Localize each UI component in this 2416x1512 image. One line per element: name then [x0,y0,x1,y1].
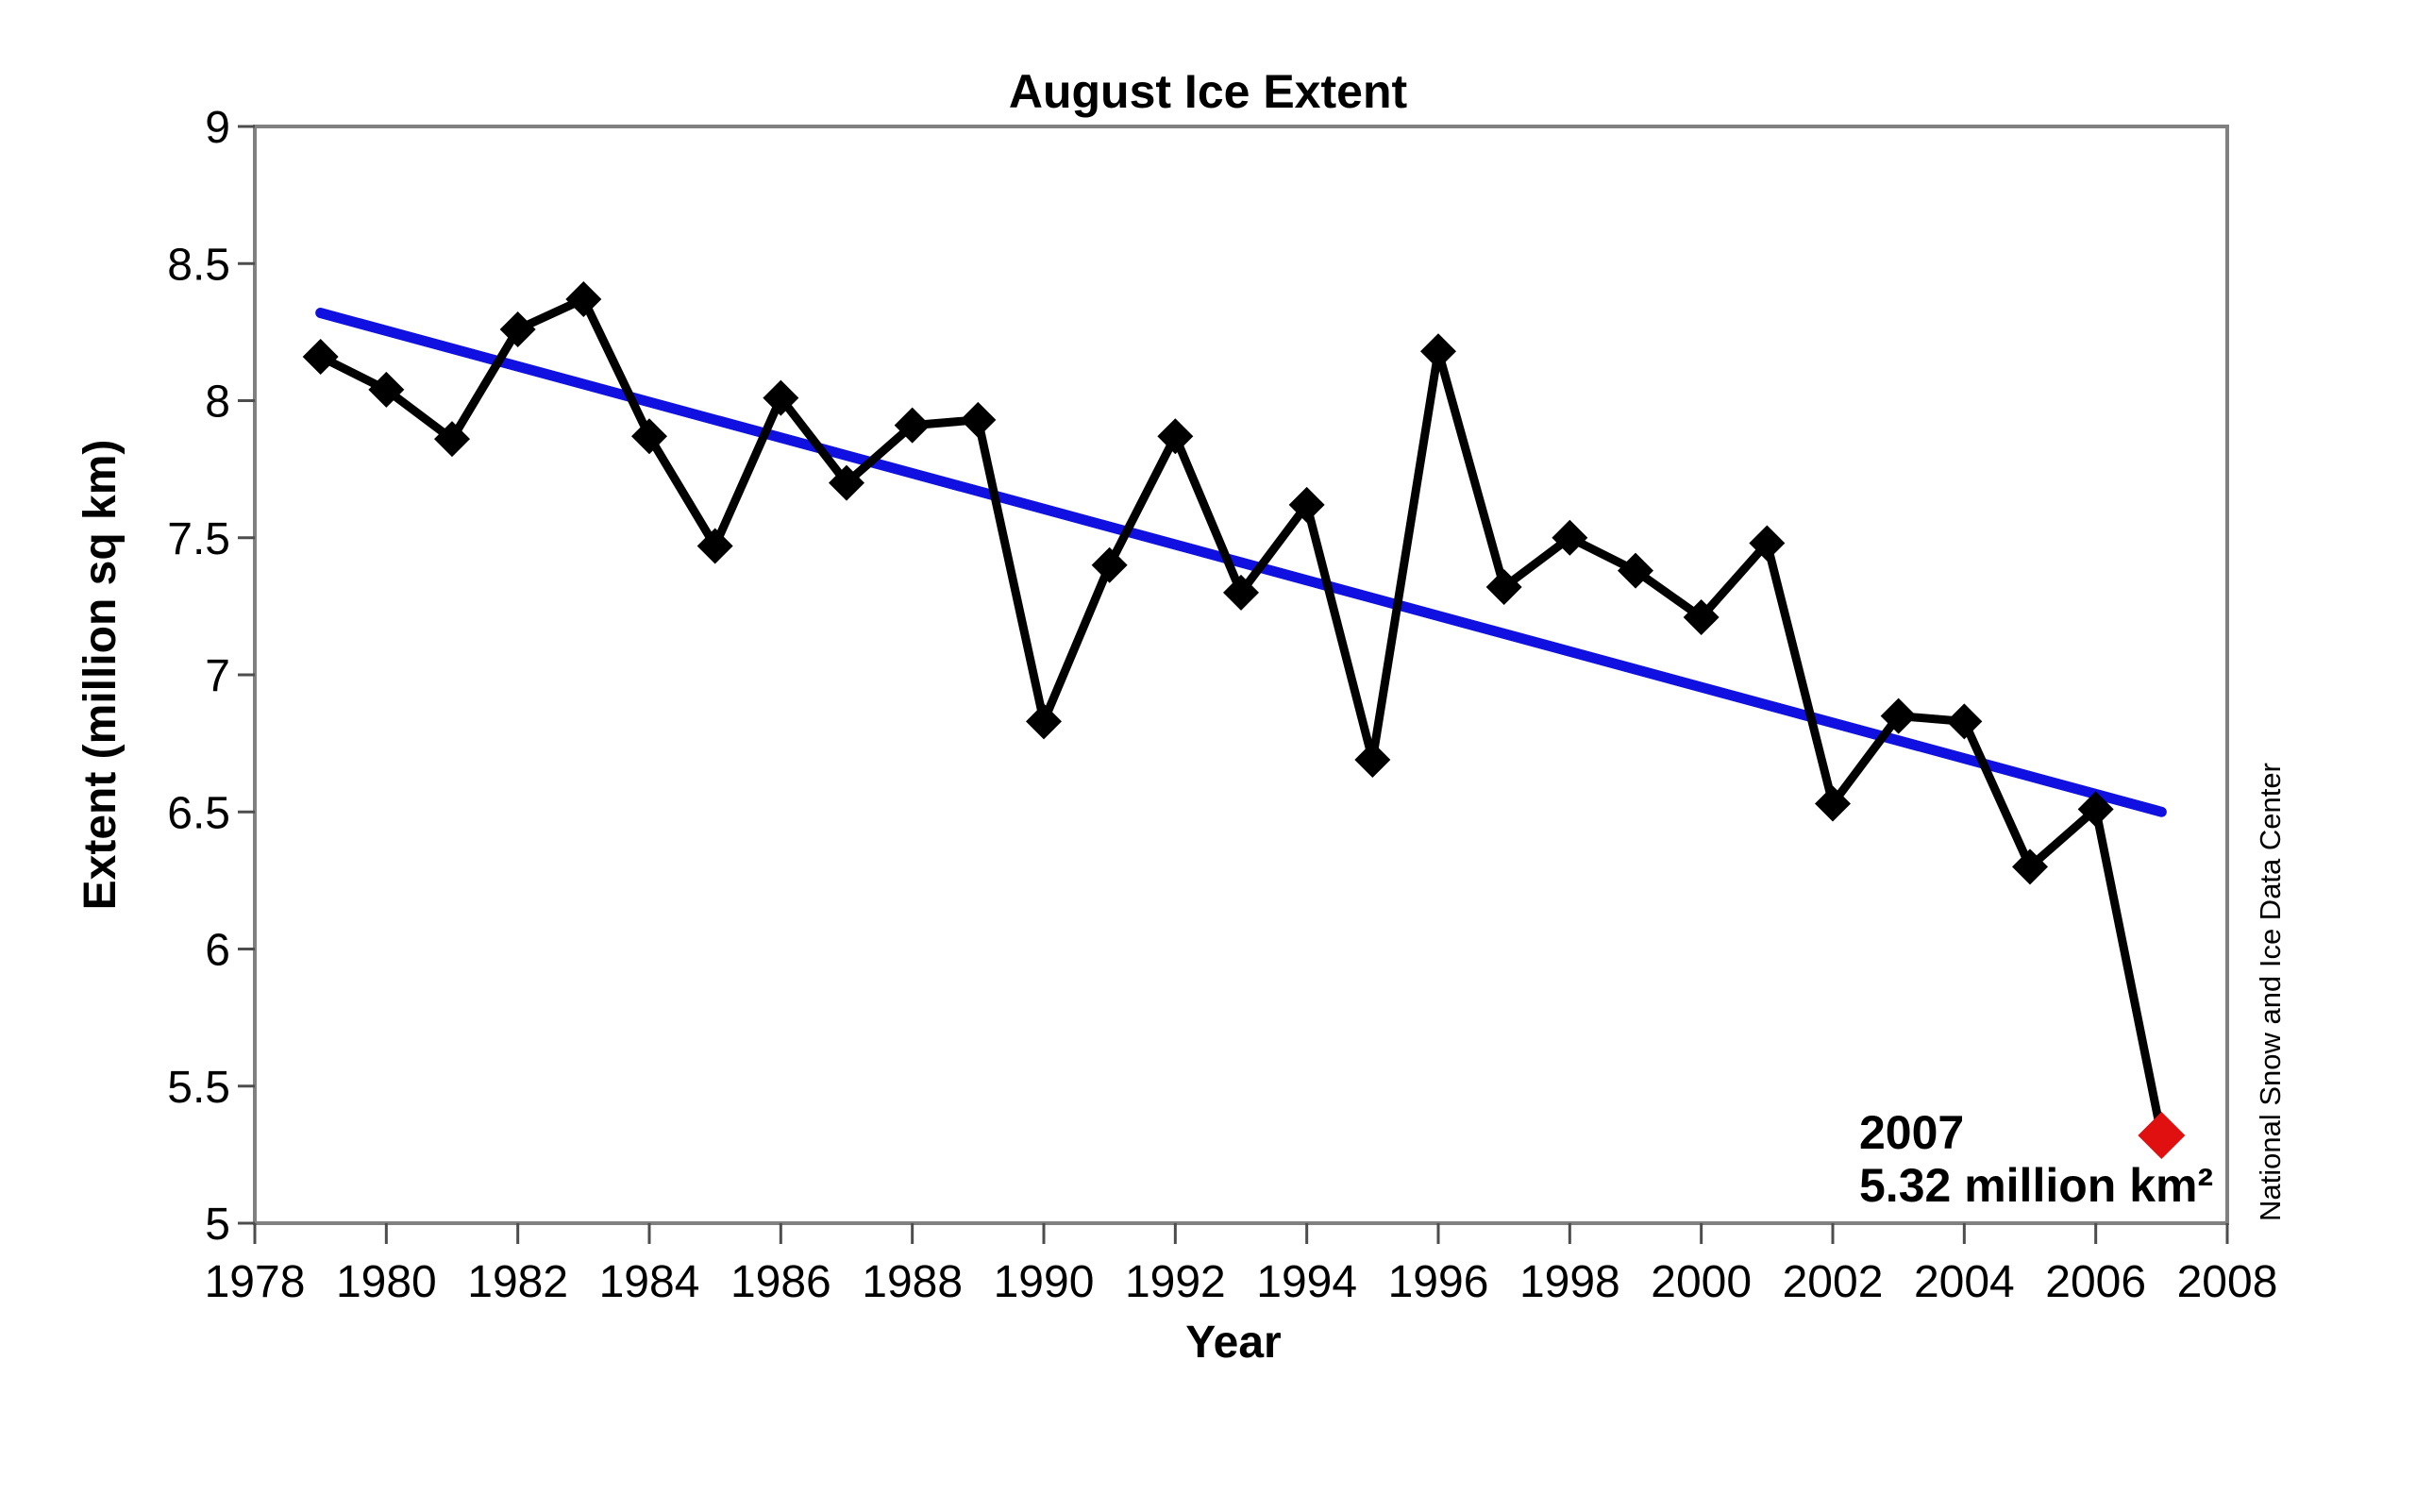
y-tick-label: 7.5 [167,514,230,564]
x-tick-label: 1982 [467,1257,568,1307]
data-point-marker [499,311,536,347]
data-point-marker [631,418,667,455]
data-point-marker [1026,703,1062,740]
y-tick-label: 8 [205,378,230,428]
data-point-marker [368,371,405,408]
data-point-marker [1157,418,1194,455]
data-point-marker [1223,574,1259,611]
data-point-marker [1815,785,1851,822]
x-tick-label: 1994 [1256,1257,1357,1307]
data-point-marker [1618,552,1653,589]
data-point-marker [1946,703,1983,740]
y-tick-label: 7 [205,651,230,701]
data-point-marker [1552,519,1588,556]
x-tick-label: 2000 [1651,1257,1752,1307]
y-tick-label: 6.5 [167,788,230,838]
x-tick-label: 1998 [1519,1257,1620,1307]
y-tick-label: 6 [205,926,230,976]
data-point-marker [434,421,470,458]
x-axis-title: Year [1185,1318,1281,1368]
plot-area [253,125,2229,1225]
x-tick-label: 1990 [994,1257,1095,1307]
x-tick-label: 1992 [1125,1257,1226,1307]
data-point-marker [763,379,799,416]
y-axis-title: Extent (million sq km) [76,440,126,911]
data-point-marker [1354,742,1391,779]
x-tick-label: 1980 [336,1257,437,1307]
x-tick-label: 1984 [599,1257,700,1307]
data-point-marker [565,281,602,318]
data-point-marker [2077,791,2114,828]
data-point-marker [894,407,931,444]
data-point-marker [2012,848,2048,885]
annotation-value: 5.32 million km² [1859,1159,2213,1212]
x-tick-label: 1978 [205,1257,306,1307]
y-tick-label: 5.5 [167,1063,230,1113]
chart-title: August Ice Extent [1009,65,1408,118]
data-point-marker [1091,546,1128,583]
data-point-marker [1420,333,1456,370]
y-tick-label: 5 [205,1200,230,1250]
x-tick-label: 1996 [1388,1257,1489,1307]
record-low-marker [2138,1112,2186,1160]
data-point-marker [1288,486,1325,523]
data-point-marker [302,339,339,376]
data-point-marker [960,401,997,438]
data-point-marker [1880,697,1917,734]
credit-text: National Snow and Ice Data Center [2254,763,2287,1221]
x-tick-label: 2002 [1783,1257,1884,1307]
data-point-marker [1683,598,1720,635]
x-tick-label: 1988 [862,1257,963,1307]
x-tick-label: 2006 [2045,1257,2146,1307]
data-point-marker [829,464,864,501]
x-tick-label: 2004 [1914,1257,2015,1307]
data-point-marker [1749,525,1786,562]
y-tick-label: 9 [205,103,230,153]
x-tick-label: 1986 [730,1257,831,1307]
y-tick-label: 8.5 [167,240,230,290]
data-point-marker [696,528,733,564]
data-point-marker [1485,569,1522,606]
annotation-year: 2007 [1859,1106,1964,1159]
x-tick-label: 2008 [2177,1257,2278,1307]
